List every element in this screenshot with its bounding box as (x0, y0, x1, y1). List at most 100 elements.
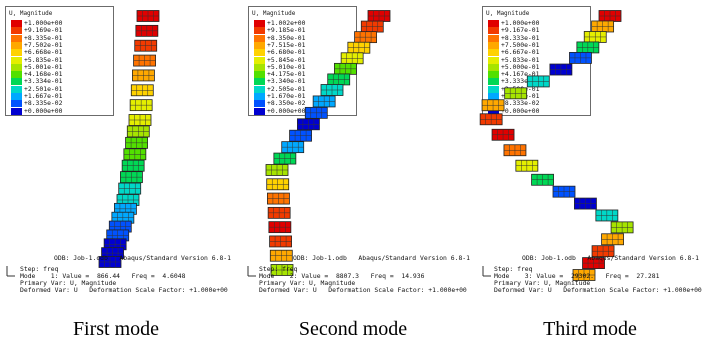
legend-value: +7.500e-01 (501, 40, 540, 49)
beam-element (304, 106, 328, 119)
beam-element (297, 118, 320, 131)
panel-third-mode: U, Magnitude +1.000e+00 +9.167e-01 +8.333e… (474, 0, 706, 305)
beam-element (360, 20, 384, 33)
legend-swatch (11, 20, 22, 27)
legend-value: +3.340e-01 (267, 77, 306, 86)
beam-element (354, 31, 377, 44)
legend-value: +9.167e-01 (501, 26, 540, 35)
caption-first-mode: First mode (72, 318, 160, 340)
beam-element (125, 136, 148, 149)
legend-value: +1.000e+00 (24, 19, 63, 27)
beam-element (98, 256, 122, 268)
mode-info: Mode 3: Value = 29302. Freq = 27.281 (494, 272, 660, 280)
legend-value: +5.000e-01 (501, 62, 540, 71)
legend-swatch (488, 78, 499, 86)
legend-value: +8.333e-02 (501, 99, 540, 108)
legend-value: +0.000e+00 (501, 106, 540, 115)
beam-element (312, 95, 336, 108)
beam-element (479, 113, 503, 126)
legend-swatch (11, 85, 22, 93)
legend-title: U, Magnitude (9, 10, 53, 17)
beam-element (334, 62, 357, 75)
legend-swatch (11, 34, 22, 42)
color-legend: U, Magnitude +1.000e+00 +9.169e-01 +8.335e… (5, 6, 114, 116)
beam-element (133, 54, 156, 67)
beam-element (123, 148, 147, 161)
legend-value: +3.333e-01 (501, 77, 540, 86)
legend-swatch (11, 93, 22, 100)
beam-element (552, 185, 576, 198)
beam-element (130, 84, 154, 97)
legend-value: +5.845e-01 (267, 55, 306, 64)
deformed-var-info: Deformed Var: U Deformation Scale Factor… (259, 287, 467, 294)
beam-element (269, 249, 293, 262)
legend-swatch (11, 63, 22, 71)
axis-triad-icon (245, 264, 257, 278)
legend-value: +1.002e+00 (267, 19, 306, 27)
beam-element (549, 63, 573, 76)
legend-swatch (254, 78, 265, 86)
legend-value: +1.000e+00 (501, 19, 540, 27)
legend-swatch (488, 34, 499, 42)
deformed-var-info: Deformed Var: U Deformation Scale Factor… (494, 287, 702, 294)
beam-element (128, 114, 152, 126)
legend-value: +8.350e-02 (267, 99, 306, 108)
beam-element (118, 182, 142, 195)
beam-element (289, 129, 312, 142)
beam-element (121, 159, 145, 172)
beam-element (569, 52, 592, 64)
legend-value: +6.667e-01 (501, 48, 540, 57)
step-info: Step: freq (20, 265, 59, 273)
legend-value: +5.010e-01 (267, 62, 306, 71)
beam-element (504, 87, 528, 100)
legend-value: +7.515e-01 (267, 40, 306, 49)
color-legend: U, Magnitude +1.002e+00 +9.185e-01 +8.350e… (248, 6, 357, 116)
beam-element (610, 221, 634, 234)
beam-element (268, 221, 292, 234)
beam-element (267, 206, 291, 219)
legend-value: +2.501e-01 (24, 84, 63, 93)
beam-element (126, 125, 150, 138)
beam-element (503, 144, 527, 157)
legend-value: +6.668e-01 (24, 48, 63, 57)
beam-element (281, 141, 305, 154)
legend-swatch (11, 49, 22, 57)
legend-swatch (488, 93, 499, 100)
primary-var-info: Primary Var: U, Magnitude (259, 279, 356, 287)
legend-swatch (488, 41, 499, 49)
beam-element (132, 69, 155, 82)
panel-second-mode: U, Magnitude +1.002e+00 +9.185e-01 +8.350e… (237, 0, 470, 305)
beam-element (327, 73, 351, 86)
legend-swatch (254, 85, 265, 93)
beam-element (515, 159, 539, 172)
legend-value: +4.168e-01 (24, 70, 63, 79)
legend-swatch (488, 49, 499, 57)
legend-swatch (488, 63, 499, 71)
odb-info: ODB: Job-1.odb Abaqus/Standard Version 6… (54, 254, 231, 262)
legend-swatch (254, 100, 265, 108)
legend-title: U, Magnitude (252, 10, 296, 17)
primary-var-info: Primary Var: U, Magnitude (20, 279, 117, 287)
beam-element (129, 99, 153, 112)
beam-element (270, 264, 294, 276)
legend-swatch (488, 56, 499, 64)
deformed-var-info: Deformed Var: U Deformation Scale Factor… (20, 287, 228, 294)
beam-element (367, 10, 391, 22)
step-info: Step: freq (494, 265, 533, 273)
legend-value: +4.167e-01 (501, 70, 540, 79)
legend-value: +8.335e-01 (24, 33, 63, 42)
beam-element (320, 84, 344, 96)
legend-swatch (488, 20, 499, 27)
legend-value: +8.335e-02 (24, 99, 63, 108)
primary-var-info: Primary Var: U, Magnitude (494, 279, 591, 287)
legend-swatch (488, 85, 499, 93)
legend-swatch (11, 78, 22, 86)
legend-swatch (11, 107, 22, 115)
legend-value: +7.502e-01 (24, 40, 63, 49)
legend-swatch (254, 63, 265, 71)
legend-value: +5.833e-01 (501, 55, 540, 64)
legend-swatch (254, 34, 265, 42)
beam-element (269, 235, 292, 248)
beam-element (591, 245, 615, 258)
beam-element (120, 171, 143, 184)
